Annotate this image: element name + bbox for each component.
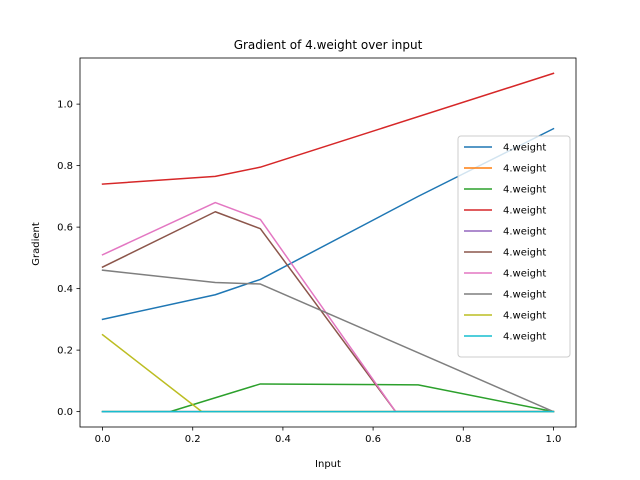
plot-area: 0.0 0.2 0.4 0.6 0.8 1.0 0.0 0.2 0.4 0.6 0.8 1.0 (57, 57, 577, 445)
y-tick-label: 0.2 (57, 346, 73, 357)
x-tick-label: 1.0 (546, 434, 562, 445)
legend-label: 4.weight (503, 269, 546, 280)
x-tick-label: 0.6 (365, 434, 381, 445)
y-axis-label: Gradient (31, 222, 42, 266)
legend-label: 4.weight (503, 164, 546, 175)
x-tick-label: 0.0 (95, 434, 111, 445)
legend-label: 4.weight (503, 248, 546, 259)
y-tick-label: 0.8 (57, 161, 73, 172)
y-tick-label: 1.0 (57, 100, 73, 111)
legend-label: 4.weight (503, 290, 546, 301)
legend-label: 4.weight (503, 311, 546, 322)
y-tick-label: 0.4 (57, 284, 73, 295)
x-tick-label: 0.4 (275, 434, 291, 445)
legend-box (457, 135, 571, 358)
y-tick-label: 0.0 (57, 407, 73, 418)
y-tick-label: 0.6 (57, 223, 73, 234)
chart-title: Gradient of 4.weight over input (234, 38, 423, 52)
legend-label: 4.weight (503, 227, 546, 238)
legend-label: 4.weight (503, 206, 546, 217)
legend: 4.weight 4.weight 4.weight 4.weight 4.weight… (457, 135, 571, 358)
x-tick-label: 0.8 (455, 434, 471, 445)
legend-label: 4.weight (503, 332, 546, 343)
x-axis-label: Input (315, 459, 341, 470)
axes-frame (79, 57, 577, 428)
series-line-4 (101, 72, 555, 185)
x-tick-label: 0.2 (185, 434, 201, 445)
legend-label: 4.weight (503, 185, 546, 196)
legend-label: 4.weight (503, 143, 546, 154)
series-line-8 (101, 269, 555, 413)
